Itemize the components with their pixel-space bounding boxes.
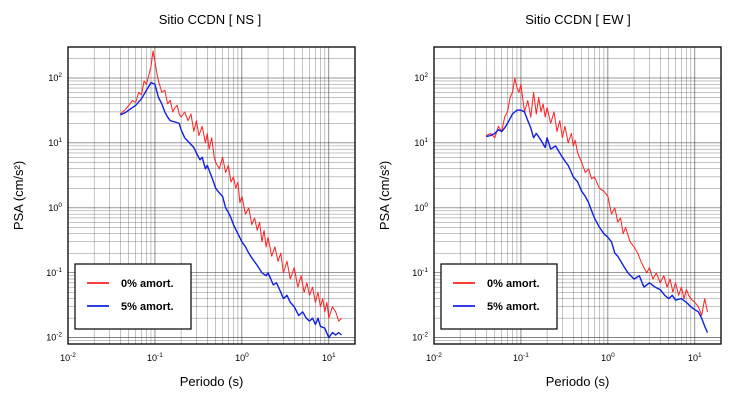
- y-axis-label: PSA (cm/s²): [377, 161, 392, 230]
- x-tick-label: 10-2: [426, 352, 442, 363]
- legend-label: 0% amort.: [487, 278, 540, 290]
- x-tick-label: 10-1: [147, 352, 163, 363]
- series-line-damped: [120, 81, 342, 339]
- y-tick-label: 10-1: [412, 267, 428, 278]
- x-tick-label: 10-1: [513, 352, 529, 363]
- y-tick-label: 101: [48, 137, 62, 148]
- y-tick-label: 101: [414, 137, 428, 148]
- legend: 0% amort. 5% amort.: [440, 263, 558, 330]
- chart-title: Sitio CCDN [ NS ]: [159, 12, 262, 27]
- y-tick-label: 102: [48, 72, 62, 83]
- x-axis-label: Periodo (s): [180, 374, 244, 389]
- legend-label: 5% amort.: [487, 301, 540, 313]
- y-tick-label: 100: [48, 202, 62, 213]
- legend: 0% amort. 5% amort.: [74, 263, 192, 330]
- y-tick-label: 100: [414, 202, 428, 213]
- legend-label: 0% amort.: [121, 278, 174, 290]
- chart-panel-0: Sitio CCDN [ NS ] 10-2 10-1 100 101 10-2 10-1 1…: [11, 12, 356, 389]
- y-tick-label: 10-1: [46, 267, 62, 278]
- plot-frame: [67, 46, 356, 345]
- legend-box: [440, 263, 558, 330]
- x-tick-label: 100: [235, 352, 249, 363]
- chart-title: Sitio CCDN [ EW ]: [525, 12, 630, 27]
- x-tick-label: 100: [601, 352, 615, 363]
- x-axis-label: Periodo (s): [546, 374, 610, 389]
- series-line-damped: [486, 109, 709, 333]
- series-line-undamped: [486, 77, 708, 316]
- plot-frame: [433, 46, 722, 345]
- x-tick-label: 10-2: [60, 352, 76, 363]
- legend-label: 5% amort.: [121, 301, 174, 313]
- chart-panel-1: Sitio CCDN [ EW ] 10-2 10-1 100 101 10-2 10-1 1…: [377, 12, 722, 389]
- legend-box: [74, 263, 192, 330]
- y-tick-label: 10-2: [46, 332, 62, 343]
- y-tick-label: 102: [414, 72, 428, 83]
- series-line-undamped: [119, 50, 342, 322]
- y-tick-label: 10-2: [412, 332, 428, 343]
- y-axis-label: PSA (cm/s²): [11, 161, 26, 230]
- x-tick-label: 101: [688, 352, 702, 363]
- x-tick-label: 101: [322, 352, 336, 363]
